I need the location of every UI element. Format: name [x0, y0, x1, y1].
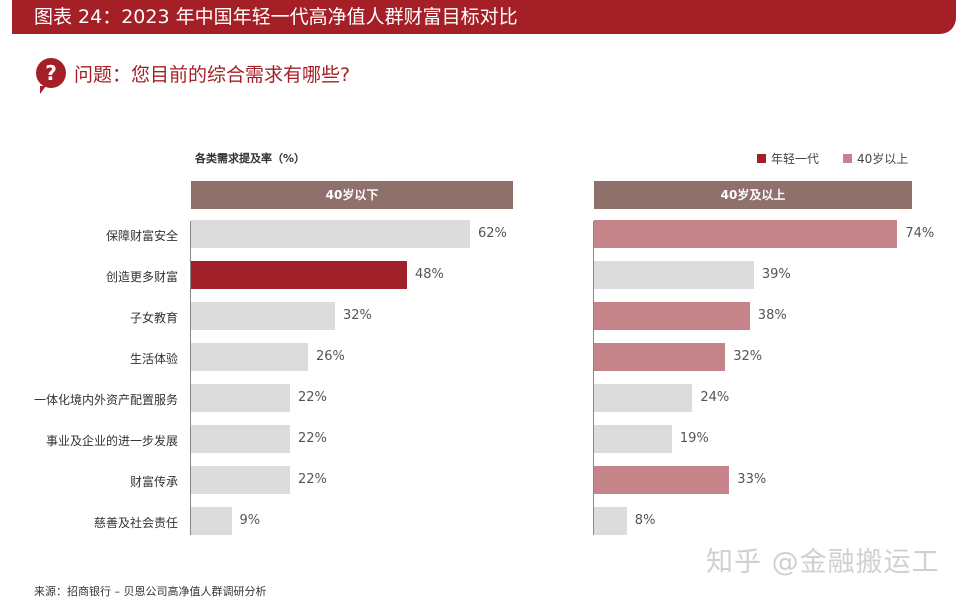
watermark: 知乎 @金融搬运工: [706, 547, 940, 578]
bar: [594, 384, 693, 412]
chart-title-banner: 图表 24：2023 年中国年轻一代高净值人群财富目标对比: [12, 0, 956, 34]
category-label: 财富传承: [129, 475, 178, 489]
data-label: 32%: [733, 349, 763, 364]
bar: [594, 261, 754, 289]
bar: [191, 466, 290, 494]
bar: [594, 220, 898, 248]
data-label: 39%: [761, 267, 791, 282]
bar: [594, 425, 672, 453]
bar: [191, 425, 290, 453]
axis-line: [190, 221, 191, 535]
data-label: 9%: [239, 513, 261, 528]
data-label: 22%: [298, 431, 327, 446]
axis-line: [593, 221, 594, 535]
bar: [594, 466, 730, 494]
category-label: 慈善及社会责任: [93, 516, 178, 530]
category-label: 事业及企业的进一步发展: [45, 434, 178, 448]
question: ? 问题：您目前的综合需求有哪些?: [36, 58, 351, 94]
legend-item-young: 年轻一代: [757, 150, 819, 167]
data-label: 8%: [634, 513, 656, 528]
data-label: 38%: [757, 308, 787, 323]
bar: [594, 302, 750, 330]
bar: [191, 261, 407, 289]
category-label: 生活体验: [129, 352, 178, 366]
panel-header-over40: 40岁及以上: [594, 181, 912, 209]
category-label: 子女教育: [129, 311, 178, 325]
legend-label: 年轻一代: [771, 152, 820, 166]
bar: [594, 507, 627, 535]
legend-item-over40: 40岁以上: [843, 150, 908, 167]
legend-swatch: [843, 154, 852, 163]
panel-header-under40: 40岁以下: [191, 181, 513, 209]
category-label: 保障财富安全: [105, 229, 178, 243]
data-label: 24%: [700, 390, 730, 405]
question-mark-icon: ?: [36, 58, 66, 94]
legend-label: 40岁以上: [857, 152, 909, 166]
bar: [191, 220, 470, 248]
bar: [191, 507, 232, 535]
bar: [191, 384, 290, 412]
data-label: 33%: [737, 472, 767, 487]
data-label: 19%: [679, 431, 709, 446]
data-label: 62%: [478, 226, 507, 241]
data-label: 26%: [316, 349, 345, 364]
chart-subtitle: 各类需求提及率（%）: [195, 152, 306, 165]
data-label: 48%: [415, 267, 444, 282]
data-label: 22%: [298, 472, 327, 487]
data-label: 22%: [298, 390, 327, 405]
question-text: 问题：您目前的综合需求有哪些?: [74, 63, 351, 86]
data-label: 74%: [905, 226, 935, 241]
category-label: 一体化境内外资产配置服务: [33, 393, 178, 407]
bar: [191, 302, 335, 330]
bar: [191, 343, 308, 371]
data-label: 32%: [343, 308, 372, 323]
legend-swatch: [757, 154, 766, 163]
bar: [594, 343, 726, 371]
category-label: 创造更多财富: [105, 270, 178, 284]
source-note: 来源：招商银行 – 贝恩公司高净值人群调研分析: [34, 585, 267, 598]
